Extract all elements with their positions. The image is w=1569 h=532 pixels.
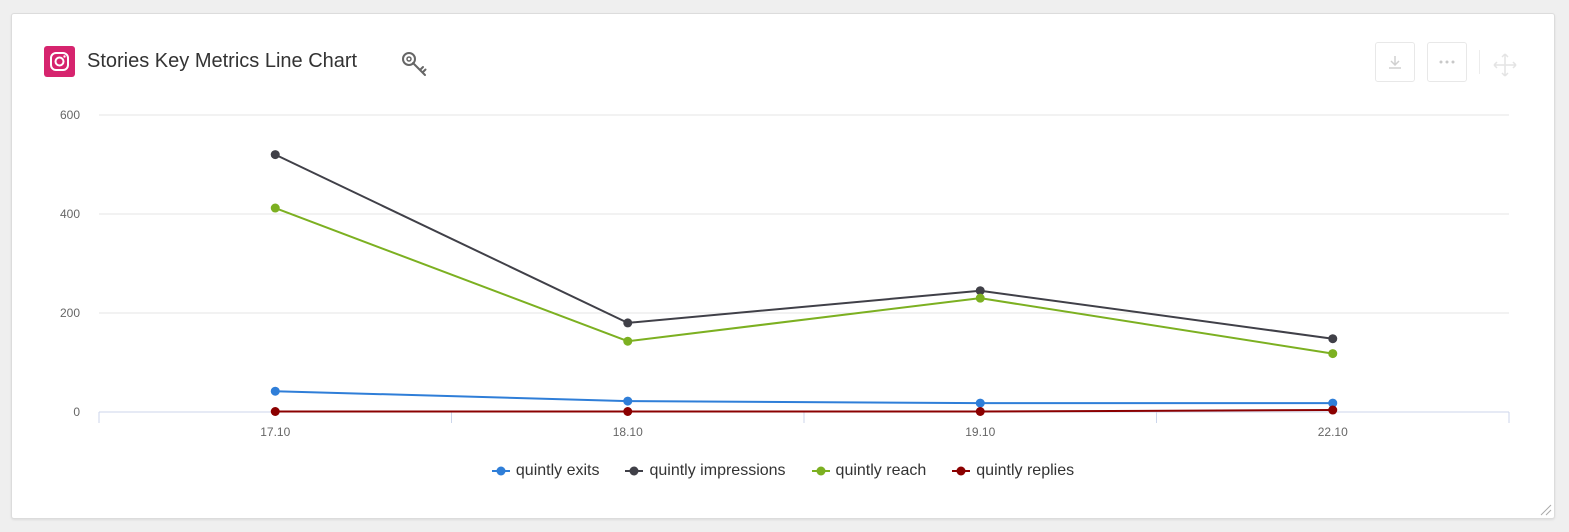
legend-marker-icon xyxy=(952,466,971,476)
y-tick-label: 0 xyxy=(73,405,80,419)
x-tick-label: 22.10 xyxy=(1318,425,1348,439)
series-line xyxy=(274,207,1333,355)
legend-label: quintly impressions xyxy=(649,462,786,479)
data-point xyxy=(623,407,633,417)
more-options-button[interactable] xyxy=(1427,42,1467,82)
data-point xyxy=(975,286,985,296)
legend-marker-icon xyxy=(625,466,644,476)
legend-item[interactable]: quintly replies xyxy=(952,462,1074,480)
key-icon[interactable] xyxy=(400,50,430,80)
download-button[interactable] xyxy=(1375,42,1415,82)
data-point xyxy=(975,398,985,408)
more-icon xyxy=(1439,60,1455,64)
data-point xyxy=(623,396,633,406)
download-icon xyxy=(1389,56,1401,69)
toolbar-divider xyxy=(1479,50,1480,74)
instagram-icon xyxy=(44,46,75,77)
series-line xyxy=(274,153,1333,340)
legend-label: quintly exits xyxy=(515,462,600,479)
data-point xyxy=(623,318,633,328)
series-line xyxy=(275,409,1333,413)
legend-label: quintly reach xyxy=(835,462,927,479)
legend-item[interactable]: quintly reach xyxy=(811,462,927,480)
y-tick-label: 600 xyxy=(60,108,80,122)
data-point xyxy=(1328,405,1338,415)
data-point xyxy=(270,407,280,417)
data-point xyxy=(975,293,985,303)
series-line xyxy=(275,390,1333,405)
legend-item[interactable]: quintly impressions xyxy=(625,462,786,480)
legend-label: quintly replies xyxy=(976,462,1075,479)
x-tick-label: 19.10 xyxy=(965,425,995,439)
x-tick-label: 17.10 xyxy=(260,425,290,439)
data-point xyxy=(270,386,280,396)
line-chart: 600 400 200 0 17.10 18.10 19.10 22.10 xyxy=(60,108,1510,439)
data-point xyxy=(623,336,633,346)
data-point xyxy=(1328,334,1338,344)
data-point xyxy=(1328,349,1338,359)
y-tick-label: 200 xyxy=(60,306,80,320)
chart-title: Stories Key Metrics Line Chart xyxy=(87,50,358,72)
x-tick-label: 18.10 xyxy=(613,425,643,439)
legend-marker-icon xyxy=(811,466,830,476)
data-point xyxy=(270,150,280,160)
move-icon[interactable] xyxy=(1492,52,1518,78)
data-point xyxy=(1328,398,1338,408)
resize-handle[interactable] xyxy=(1538,502,1552,516)
chart-card: Stories Key Metrics Line Chart 600 400 200… xyxy=(11,13,1555,519)
legend-item[interactable]: quintly exits xyxy=(491,462,600,480)
legend-marker-icon xyxy=(491,466,510,476)
chart-legend: quintly exits quintly impressions quintly … xyxy=(12,462,1554,480)
y-tick-label: 400 xyxy=(60,207,80,221)
data-point xyxy=(975,407,985,417)
data-point xyxy=(270,203,280,213)
